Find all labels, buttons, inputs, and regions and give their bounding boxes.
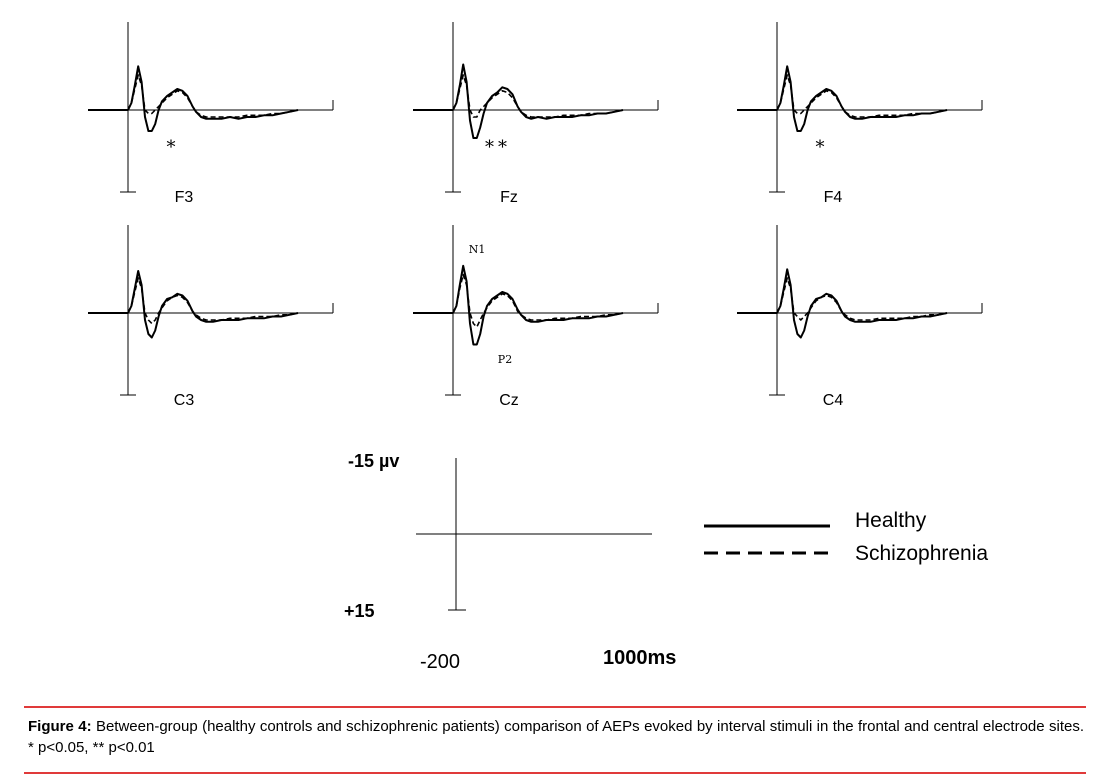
panel-f3-series-schizophrenia (88, 74, 299, 118)
panel-f3: F3 * (88, 22, 334, 206)
caption-label: Figure 4: (28, 718, 92, 735)
legend: Healthy Schizophrenia (704, 509, 988, 565)
panel-c4-series-healthy (737, 268, 948, 339)
panel-fz-label: Fz (500, 189, 518, 206)
panel-c3-label: C3 (174, 392, 195, 409)
panel-c4-series-schizophrenia (737, 277, 948, 321)
panel-f3-series-healthy (88, 65, 299, 132)
scale-bar-x-start-label: -200 (420, 651, 460, 673)
panel-cz: Cz N1 P2 (413, 225, 659, 409)
panel-c3: C3 (88, 225, 334, 409)
panel-f4-label: F4 (824, 189, 843, 206)
scale-bar-x-end-label: 1000ms (603, 647, 676, 669)
panel-f4: F4 * (737, 22, 983, 206)
panel-cz-annotation-n1: N1 (469, 243, 486, 256)
caption-text: Between-group (healthy controls and schi… (28, 718, 1084, 756)
panel-c4-label: C4 (823, 392, 844, 409)
panel-f4-significance-marker: * (816, 137, 829, 158)
panel-c3-series-schizophrenia (88, 277, 299, 325)
panel-fz-series-schizophrenia (413, 74, 624, 118)
panel-cz-annotation-p2: P2 (498, 353, 512, 366)
panel-c4: C4 (737, 225, 983, 409)
figure-caption: Figure 4: Between-group (healthy control… (28, 716, 1084, 758)
panel-cz-series-schizophrenia (413, 273, 624, 328)
caption-bottom-rule (24, 772, 1086, 774)
erp-panels: F3 * Fz ** F4 * C3 Cz N1 P2 C4 (88, 22, 983, 409)
scale-bar-bottom-label: +15 (344, 601, 375, 621)
scale-bar: -15 µv +15 -200 1000ms (344, 451, 676, 673)
panel-fz-series-healthy (413, 63, 624, 139)
panel-cz-series-healthy (413, 264, 624, 346)
panel-fz-significance-marker: ** (485, 137, 511, 158)
erp-figure: F3 * Fz ** F4 * C3 Cz N1 P2 C4 -15 µv +15 -200 100… (88, 22, 988, 673)
panel-f3-label: F3 (175, 189, 194, 206)
panel-fz: Fz ** (413, 22, 659, 206)
panel-f4-series-schizophrenia (737, 74, 948, 118)
panel-c3-series-healthy (88, 270, 299, 339)
scale-bar-top-label: -15 µv (348, 451, 399, 471)
panel-f4-series-healthy (737, 65, 948, 132)
panel-f3-significance-marker: * (167, 137, 180, 158)
caption-top-rule (24, 706, 1086, 708)
panel-cz-label: Cz (499, 392, 519, 409)
legend-schizophrenia-label: Schizophrenia (855, 542, 988, 565)
legend-healthy-label: Healthy (855, 509, 927, 532)
